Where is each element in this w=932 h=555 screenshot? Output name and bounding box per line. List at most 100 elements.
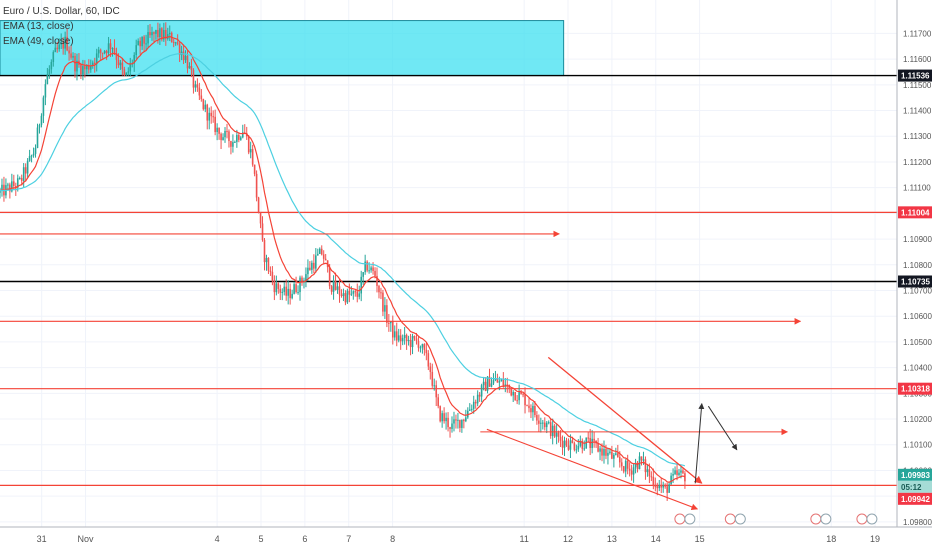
price-labels: 1.11536 1.11004 1.10735 1.10318 1.09983 05:12… [898,69,932,505]
candle-body [89,65,92,70]
time-tick-label: 19 [870,534,880,544]
candle-body [514,391,516,401]
candle-body [650,476,653,478]
candle-body [86,65,88,70]
ema-fast-label[interactable]: EMA (13, close) [3,21,74,32]
price-level-tag [898,492,932,505]
candle-body [468,409,471,411]
candle-body [510,388,513,396]
candle-body [74,55,76,72]
candle-body [247,136,250,153]
candle-body [311,262,313,270]
candle-body [538,420,540,424]
candle-body [482,381,485,386]
candle-body [322,254,325,259]
candle-body [354,291,357,293]
candle-body [498,381,501,383]
price-tick-label: 1.10200 [903,415,932,424]
price-axis-bg [897,0,932,550]
candle-body [297,292,299,294]
candle-body [28,156,31,161]
candle-body [305,274,307,282]
candle-body [530,408,532,413]
candle-body [141,36,143,47]
candle-body [532,405,534,413]
candle-body [474,401,477,404]
candle-body [484,381,487,391]
candle-body [68,50,70,54]
candle-body [676,470,678,475]
candle-body [411,336,414,348]
candle-body [542,422,544,424]
candle-body [427,353,430,367]
candle-body [16,178,19,188]
drawings [0,230,802,510]
candle-body [129,63,132,72]
candle-body [397,335,400,341]
candle-body [376,275,378,286]
candle-body [431,371,434,386]
symbol-title[interactable]: Euro / U.S. Dollar, 60, IDC [3,6,120,17]
candle-body [103,50,106,54]
candle-body [632,467,635,475]
candle-body [480,385,483,397]
candle-body [320,248,323,255]
candle-body [135,45,137,56]
candle-body [370,267,372,271]
candle-body [220,133,222,141]
candle-body [208,112,211,121]
candle-body [403,335,406,339]
candle-body [362,272,364,277]
candle-body [157,30,159,38]
candle-body [84,66,86,70]
candle-body [32,153,35,156]
candle-body [188,66,191,69]
candle-body [382,292,384,312]
candle-body [198,87,201,96]
candle-body [60,42,62,45]
candle-body [186,55,189,69]
candle-body [577,445,580,450]
candle-body [330,286,333,292]
candle-body [151,32,153,36]
price-level-label: 1.11004 [901,208,930,217]
candle-body [214,116,216,133]
time-axis-bg [0,527,932,550]
event-flag-icon [856,513,868,525]
time-tick-label: 6 [302,534,307,544]
candle-body [384,305,386,312]
candle-body [648,469,651,477]
candle-body [348,290,351,295]
candle-body [516,400,518,402]
candle-body [58,44,61,50]
candle-body [453,419,455,424]
candle-body [441,413,443,422]
candle-body [293,284,295,294]
candle-body [563,440,566,448]
candle-body [11,181,13,192]
candle-body [54,47,57,53]
candle-body [251,149,254,165]
candle-body [561,440,564,448]
candle-body [107,43,110,54]
candle-body [80,65,82,75]
candle-body [113,48,116,53]
ema-slow-label[interactable]: EMA (49, close) [3,36,74,47]
event-flag-icon [866,513,878,525]
candle-body [105,50,108,54]
candle-body [534,405,536,416]
candle-body [139,40,141,47]
event-icons[interactable] [674,513,878,525]
candle-body [609,451,611,453]
candle-body [587,437,590,439]
candle-body [405,335,408,342]
candle-body [613,454,615,459]
candle-body [265,257,268,263]
candle-body [356,291,359,297]
time-tick-label: 31 [37,534,47,544]
candle-body [654,486,657,488]
candle-body [518,392,520,401]
candle-body [425,349,428,354]
